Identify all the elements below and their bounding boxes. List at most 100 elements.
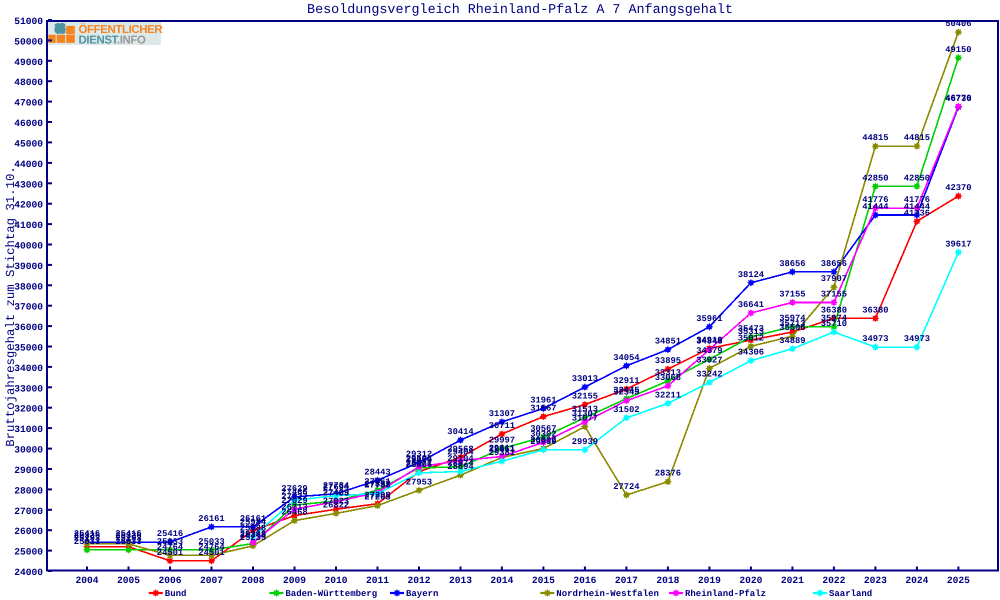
svg-text:50406: 50406 — [945, 19, 971, 29]
svg-text:2017: 2017 — [615, 575, 638, 586]
svg-text:28806: 28806 — [406, 460, 432, 470]
svg-text:46736: 46736 — [945, 94, 971, 104]
svg-text:35713: 35713 — [779, 319, 805, 329]
svg-text:48000: 48000 — [14, 77, 43, 88]
svg-text:Bruttojahresgehalt zum Stichta: Bruttojahresgehalt zum Stichtag 31.10. — [4, 166, 18, 446]
svg-text:2018: 2018 — [656, 575, 679, 586]
svg-text:25398: 25398 — [240, 530, 266, 540]
svg-text:35974: 35974 — [821, 314, 848, 324]
svg-text:Saarland: Saarland — [829, 589, 872, 599]
svg-text:27429: 27429 — [323, 488, 349, 498]
svg-text:27694: 27694 — [323, 483, 350, 493]
svg-text:31513: 31513 — [572, 405, 598, 415]
svg-text:37907: 37907 — [821, 274, 847, 284]
svg-text:34973: 34973 — [862, 334, 888, 344]
svg-text:30002: 30002 — [530, 436, 556, 446]
svg-text:27784: 27784 — [323, 481, 350, 491]
svg-text:42370: 42370 — [945, 183, 971, 193]
svg-text:2025: 2025 — [947, 575, 970, 586]
svg-text:35506: 35506 — [779, 323, 805, 333]
svg-text:28443: 28443 — [364, 467, 390, 477]
svg-text:2010: 2010 — [324, 575, 347, 586]
svg-text:36380: 36380 — [862, 305, 888, 315]
svg-text:2013: 2013 — [449, 575, 472, 586]
svg-text:38656: 38656 — [821, 259, 847, 269]
svg-text:34973: 34973 — [904, 334, 930, 344]
svg-text:41444: 41444 — [862, 202, 889, 212]
svg-text:2022: 2022 — [822, 575, 845, 586]
svg-text:26822: 26822 — [323, 500, 349, 510]
svg-text:44000: 44000 — [14, 159, 43, 170]
svg-text:2016: 2016 — [573, 575, 596, 586]
svg-text:25033: 25033 — [157, 537, 183, 547]
svg-text:31961: 31961 — [530, 396, 556, 406]
svg-text:29561: 29561 — [489, 445, 515, 455]
svg-text:27298: 27298 — [364, 491, 390, 501]
svg-text:34054: 34054 — [613, 353, 640, 363]
svg-text:27029: 27029 — [281, 496, 307, 506]
svg-text:25416: 25416 — [157, 529, 183, 539]
svg-text:25033: 25033 — [74, 537, 100, 547]
svg-text:37000: 37000 — [14, 302, 43, 313]
svg-text:27961: 27961 — [364, 477, 390, 487]
svg-text:34889: 34889 — [779, 336, 805, 346]
svg-text:Nordrhein-Westfalen: Nordrhein-Westfalen — [556, 589, 659, 599]
svg-text:34910: 34910 — [696, 335, 722, 345]
svg-text:40000: 40000 — [14, 241, 43, 252]
svg-text:25193: 25193 — [74, 534, 100, 544]
svg-text:29939: 29939 — [530, 437, 556, 447]
svg-text:27227: 27227 — [281, 492, 307, 502]
svg-text:38124: 38124 — [738, 270, 765, 280]
svg-text:2015: 2015 — [532, 575, 555, 586]
svg-text:2006: 2006 — [158, 575, 181, 586]
svg-text:27023: 27023 — [323, 496, 349, 506]
svg-text:42850: 42850 — [904, 173, 930, 183]
svg-text:2019: 2019 — [698, 575, 721, 586]
svg-text:35473: 35473 — [738, 324, 764, 334]
svg-text:32445: 32445 — [613, 386, 639, 396]
svg-text:31307: 31307 — [489, 409, 515, 419]
svg-text:25033: 25033 — [198, 537, 224, 547]
svg-text:41000: 41000 — [14, 220, 43, 231]
svg-text:30000: 30000 — [14, 445, 43, 456]
svg-text:27857: 27857 — [364, 479, 390, 489]
svg-text:34851: 34851 — [655, 337, 681, 347]
svg-text:35710: 35710 — [821, 319, 847, 329]
svg-text:29054: 29054 — [406, 455, 433, 465]
svg-text:29939: 29939 — [572, 437, 598, 447]
svg-text:32911: 32911 — [613, 376, 639, 386]
svg-text:Rheinland-Pfalz: Rheinland-Pfalz — [685, 589, 766, 599]
svg-text:26000: 26000 — [14, 526, 43, 537]
svg-text:25416: 25416 — [74, 529, 100, 539]
svg-text:2008: 2008 — [241, 575, 264, 586]
svg-text:30414: 30414 — [447, 427, 474, 437]
svg-text:38656: 38656 — [779, 259, 805, 269]
svg-text:2020: 2020 — [739, 575, 762, 586]
svg-text:32155: 32155 — [572, 392, 598, 402]
svg-text:29104: 29104 — [447, 454, 474, 464]
svg-text:25326: 25326 — [74, 531, 100, 541]
svg-text:29611: 29611 — [489, 444, 515, 454]
svg-text:27629: 27629 — [281, 484, 307, 494]
svg-text:25326: 25326 — [115, 531, 141, 541]
svg-text:28000: 28000 — [14, 485, 43, 496]
svg-text:29404: 29404 — [447, 448, 474, 458]
svg-text:2005: 2005 — [117, 575, 140, 586]
svg-text:41776: 41776 — [862, 195, 888, 205]
svg-text:47000: 47000 — [14, 98, 43, 109]
svg-text:24501: 24501 — [198, 548, 224, 558]
svg-text:29381: 29381 — [489, 448, 515, 458]
svg-text:37155: 37155 — [779, 290, 805, 300]
svg-text:28871: 28871 — [406, 459, 432, 469]
svg-text:39000: 39000 — [14, 261, 43, 272]
svg-text:42850: 42850 — [862, 173, 888, 183]
svg-text:46770: 46770 — [945, 93, 971, 103]
svg-text:25688: 25688 — [240, 524, 266, 534]
svg-text:25033: 25033 — [115, 537, 141, 547]
svg-text:35313: 35313 — [738, 327, 764, 337]
svg-text:41444: 41444 — [904, 202, 931, 212]
svg-text:2024: 2024 — [905, 575, 928, 586]
svg-text:Bund: Bund — [165, 589, 187, 599]
svg-text:Baden-Württemberg: Baden-Württemberg — [285, 589, 377, 599]
svg-text:33927: 33927 — [696, 355, 722, 365]
